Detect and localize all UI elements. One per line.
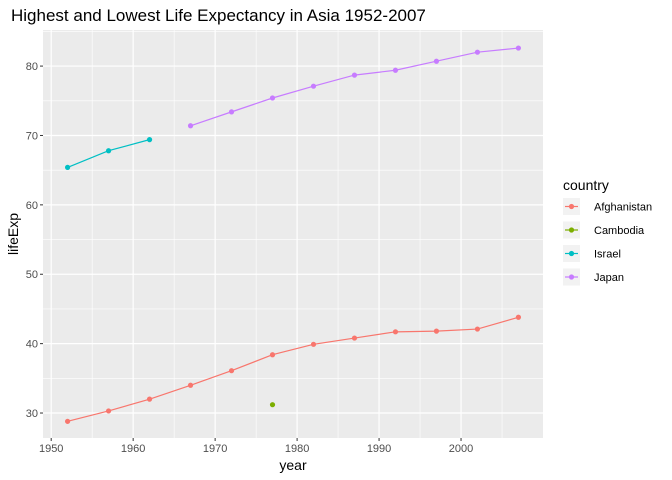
data-point-afghanistan [392, 329, 399, 335]
minor-gridlines [43, 30, 543, 438]
data-point-japan [515, 45, 522, 51]
data-point-israel [146, 137, 153, 143]
legend-point-cambodia [568, 227, 575, 233]
legend-label-israel: Israel [594, 249, 621, 261]
x-tick-label: 1980 [285, 443, 309, 455]
y-tick-label: 40 [26, 339, 38, 351]
data-point-japan [392, 67, 399, 73]
data-point-afghanistan [105, 408, 112, 414]
axis-ticks: 1950 1960 1970 1980 1990 2000 30 40 50 60 70 80 [26, 61, 474, 455]
data-point-japan [269, 95, 276, 101]
legend-label-cambodia: Cambodia [594, 225, 645, 237]
legend-point-afghanistan [568, 203, 575, 210]
data-point-afghanistan [187, 382, 194, 388]
data-point-afghanistan [433, 328, 440, 334]
y-tick-label: 50 [26, 269, 38, 281]
data-point-afghanistan [228, 368, 235, 374]
data-point-cambodia [269, 402, 276, 408]
y-tick-label: 30 [26, 408, 38, 420]
data-point-japan [351, 72, 358, 78]
y-tick-label: 80 [26, 61, 38, 73]
x-tick-label: 2000 [449, 443, 473, 455]
legend-label-afghanistan: Afghanistan [594, 202, 652, 214]
data-point-afghanistan [269, 352, 276, 358]
data-point-japan [433, 58, 440, 64]
x-tick-label: 1960 [121, 443, 145, 455]
series-layer [64, 45, 522, 424]
data-point-afghanistan [351, 335, 358, 341]
y-tick-label: 70 [26, 130, 38, 142]
data-point-japan [310, 83, 317, 89]
series-line-afghanistan [67, 316, 519, 422]
data-point-japan [187, 123, 194, 129]
data-point-afghanistan [474, 326, 481, 332]
data-point-afghanistan [146, 396, 153, 402]
major-gridlines [43, 30, 543, 438]
plot-panel [43, 30, 543, 438]
y-axis-title: lifeExp [5, 213, 21, 255]
y-tick-label: 60 [26, 200, 38, 212]
legend-title: country [563, 177, 609, 193]
legend-point-japan [568, 274, 575, 280]
legend: country Afghanistan Cambodia Israel Japan [563, 177, 652, 286]
data-point-japan [228, 109, 235, 115]
data-point-afghanistan [64, 418, 71, 424]
data-point-israel [105, 148, 112, 154]
data-point-israel [64, 164, 71, 170]
legend-label-japan: Japan [594, 272, 624, 284]
x-tick-label: 1990 [367, 443, 391, 455]
data-point-afghanistan [310, 341, 317, 347]
data-point-afghanistan [515, 314, 522, 320]
x-axis-title: year [279, 457, 307, 473]
chart-title: Highest and Lowest Life Expectancy in As… [11, 6, 426, 25]
x-tick-label: 1970 [203, 443, 227, 455]
legend-point-israel [568, 250, 575, 257]
data-point-japan [474, 49, 481, 55]
x-tick-label: 1950 [39, 443, 63, 455]
